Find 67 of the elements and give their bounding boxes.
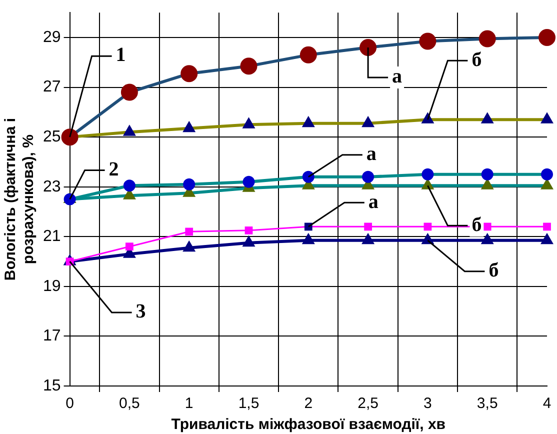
point	[541, 168, 553, 180]
point	[542, 180, 552, 190]
annotation: 2	[108, 158, 119, 180]
point	[303, 234, 314, 244]
point	[360, 38, 377, 56]
point	[124, 126, 135, 136]
point	[243, 236, 254, 247]
annotation: 3	[136, 300, 146, 323]
x-tick-label: 1,5	[238, 395, 260, 412]
point	[538, 28, 556, 46]
y-tick-label: 27	[43, 78, 61, 96]
point	[422, 168, 434, 180]
point	[362, 170, 374, 183]
point	[242, 176, 255, 188]
point	[542, 114, 552, 124]
annotation: а	[392, 66, 402, 88]
x-tick-label: 2	[304, 395, 313, 412]
point	[364, 222, 372, 231]
point	[183, 178, 196, 190]
point	[362, 234, 374, 244]
y-tick-label: 17	[43, 328, 61, 345]
point	[61, 128, 78, 146]
point	[124, 190, 135, 200]
x-tick-label: 0,5	[119, 395, 140, 412]
point	[120, 84, 138, 101]
point	[184, 122, 194, 132]
annotation: а	[366, 143, 376, 166]
y-axis-title: Вологість (фактична і розрахункова), %	[2, 118, 38, 281]
y-tick-label: 25	[43, 128, 61, 146]
point	[180, 65, 198, 82]
x-tick-label: 0	[66, 395, 74, 412]
point	[419, 32, 436, 50]
point	[123, 180, 136, 192]
point	[482, 180, 493, 190]
point	[240, 58, 258, 75]
y-tick-label: 23	[43, 178, 61, 196]
point	[184, 242, 194, 252]
point	[362, 117, 374, 128]
annotation: б	[488, 260, 499, 282]
annotation: а	[368, 190, 378, 213]
y-tick-label: 29	[43, 28, 61, 46]
point	[483, 222, 492, 231]
point	[244, 226, 253, 234]
annotation: б	[472, 48, 482, 71]
annotation: 1	[116, 44, 126, 66]
y-tick-label: 21	[43, 228, 61, 246]
point	[126, 242, 134, 251]
x-tick-label: 2,5	[358, 395, 378, 412]
point	[481, 168, 494, 180]
point	[424, 222, 432, 231]
point	[303, 117, 314, 128]
point	[543, 222, 551, 231]
y-tick-label: 15	[43, 377, 61, 394]
x-tick-label: 4	[542, 395, 552, 412]
point	[478, 30, 496, 48]
point	[542, 234, 552, 244]
x-tick-label: 1	[184, 395, 194, 412]
point	[482, 234, 493, 244]
point	[300, 46, 317, 64]
x-axis-title: Тривалість міжфазової взаємодії, хв	[171, 416, 446, 434]
point	[482, 114, 493, 124]
point	[243, 118, 254, 128]
point	[185, 228, 194, 236]
x-tick-label: 3,5	[476, 395, 498, 412]
annotation: б	[472, 214, 482, 236]
x-tick-label: 3	[424, 395, 432, 412]
y-tick-label: 19	[43, 278, 61, 295]
